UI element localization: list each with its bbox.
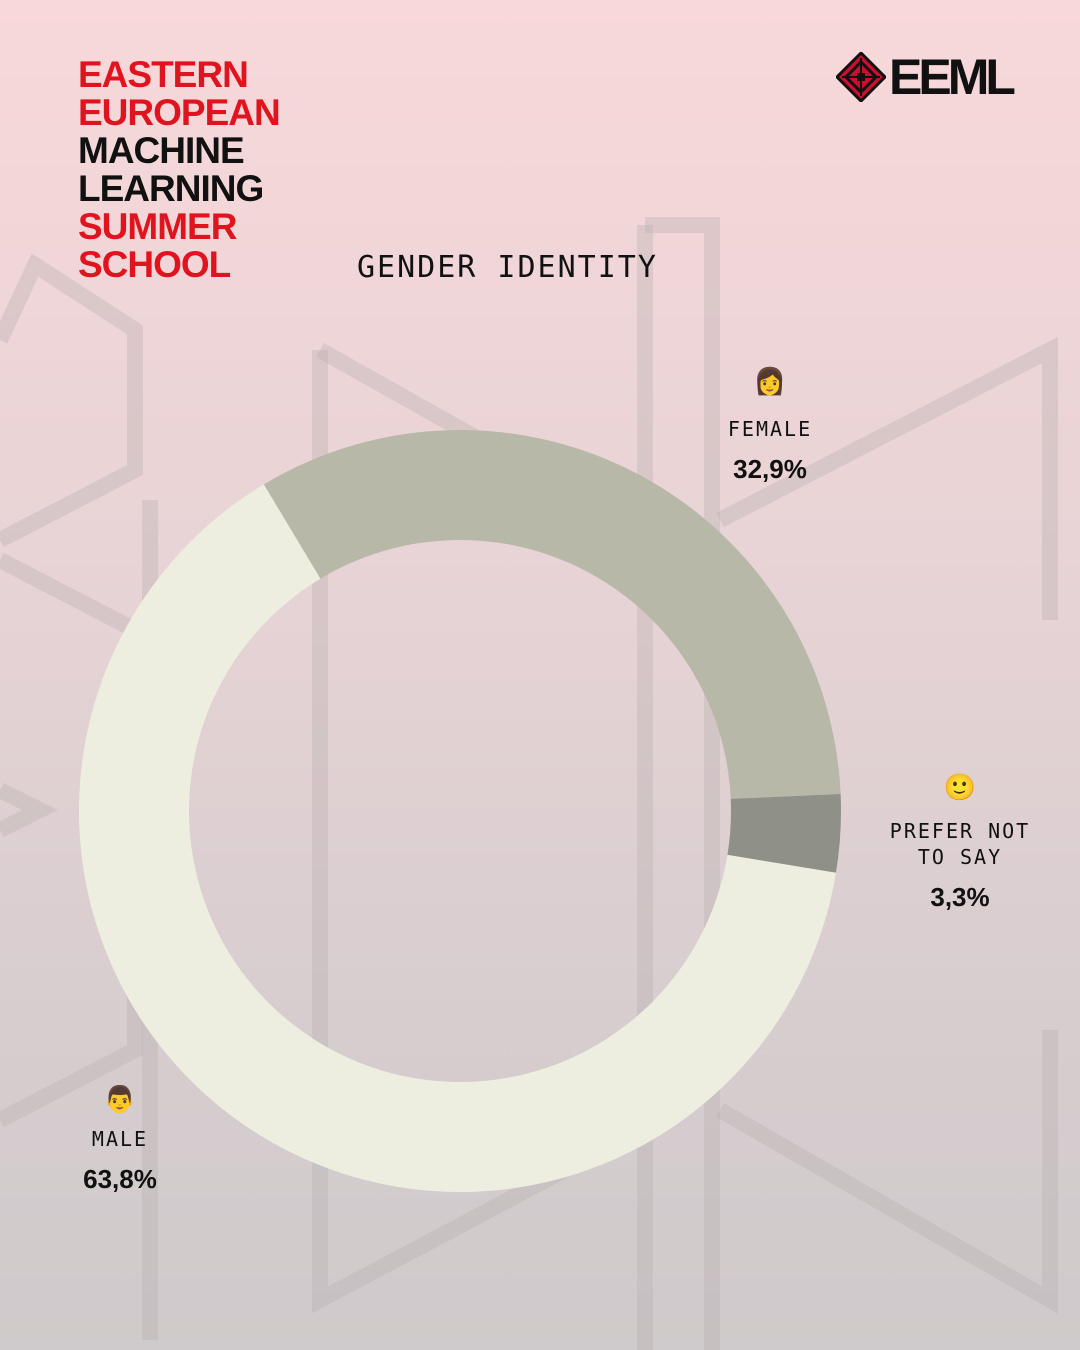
school-name-line: EUROPEAN (78, 92, 281, 133)
donut-slice-female (263, 430, 841, 799)
male-category-name: MALE (91, 1127, 149, 1151)
chart-title: GENDER IDENTITY (357, 250, 658, 285)
eeml-logo: EEML (834, 49, 1018, 105)
woman-emoji-icon: 👩 (753, 366, 787, 396)
female-slice-label: 👩 FEMALE 32,9% (700, 366, 840, 485)
school-name-line: MACHINE (78, 130, 245, 171)
logo-wordmark: EEML (889, 49, 1016, 105)
prefer-not-to-say-line1: PREFER NOT (889, 819, 1031, 843)
donut-slice-prefer-not-to-say (727, 793, 841, 873)
school-name-line: EASTERN (78, 54, 249, 95)
female-category-name: FEMALE (727, 417, 813, 441)
female-percent: 32,9% (733, 454, 807, 484)
school-name-line: LEARNING (78, 168, 264, 209)
ornament-diamond-icon (834, 50, 888, 104)
prefer-not-to-say-percent: 3,3% (930, 882, 990, 912)
man-emoji-icon: 👨 (103, 1084, 137, 1114)
prefer-not-to-say-slice-label: 🙂 PREFER NOT TO SAY 3,3% (870, 772, 1050, 913)
prefer-not-to-say-line2: TO SAY (917, 845, 1003, 869)
donut-slice-male (78, 484, 836, 1192)
male-percent: 63,8% (83, 1164, 157, 1194)
smiling-face-emoji-icon: 🙂 (943, 772, 977, 802)
school-name-line: SUMMER (78, 206, 237, 247)
school-name-line: SCHOOL (78, 244, 231, 285)
male-slice-label: 👨 MALE 63,8% (50, 1084, 190, 1195)
school-name-wordmark: EASTERN EUROPEAN MACHINE LEARNING SUMMER SCHO… (78, 54, 281, 285)
